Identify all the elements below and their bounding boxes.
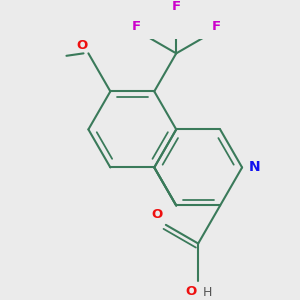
Text: F: F: [172, 0, 181, 13]
Text: F: F: [212, 20, 221, 34]
Text: O: O: [186, 284, 197, 298]
Text: N: N: [249, 160, 260, 175]
Text: F: F: [132, 20, 141, 34]
Text: O: O: [76, 39, 87, 52]
Text: H: H: [203, 286, 212, 299]
Text: O: O: [151, 208, 162, 221]
